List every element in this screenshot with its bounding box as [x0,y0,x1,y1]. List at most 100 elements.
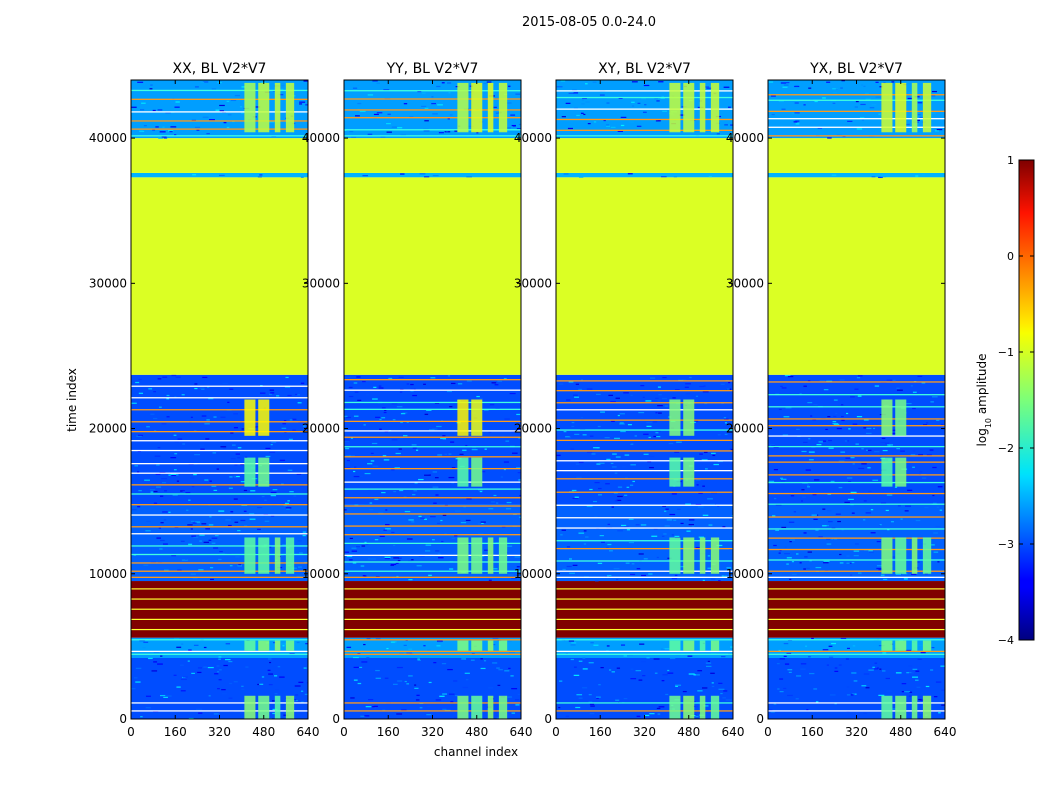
speckle [364,715,370,717]
speckle [886,494,893,496]
speckle [831,174,837,176]
speckle [134,677,138,679]
speckle [354,504,359,506]
speckle [362,175,369,177]
speckle [656,436,661,438]
speckle [457,383,463,385]
flag-line [344,135,521,137]
speckle [682,379,687,381]
speckle [240,481,245,483]
speckle [209,567,214,569]
speckle [346,459,350,462]
speckle [693,674,697,676]
speckle [696,674,700,676]
speckle [369,502,373,504]
speckle [391,469,395,471]
speckle [508,402,514,405]
speckle [200,81,205,84]
speckle [695,503,702,506]
speckle [887,444,894,446]
speckle [854,106,858,108]
speckle [852,693,856,695]
speckle [517,693,521,695]
speckle [417,659,421,661]
speckle [448,453,452,455]
speckle [657,386,661,388]
speckle [407,560,412,562]
speckle [193,474,197,476]
speckle [717,460,723,463]
speckle [426,409,432,411]
speckle [664,405,669,407]
speckle [194,126,201,128]
flag-line [131,639,308,641]
speckle [556,86,563,88]
speckle [815,566,822,569]
band [131,138,308,173]
speckle [571,642,577,644]
speckle [234,94,241,97]
speckle [194,383,198,385]
speckle [375,677,381,679]
speckle [621,524,627,527]
speckle [392,419,396,421]
rfi-block [922,537,932,574]
rfi-block [699,695,706,719]
speckle [787,669,793,671]
speckle [705,468,708,470]
speckle [583,113,586,116]
speckle [176,480,180,482]
speckle [923,424,928,426]
speckle [510,114,516,116]
speckle [436,640,443,642]
speckle [643,453,649,455]
y-axis-label: time index [65,368,79,432]
speckle [149,489,156,491]
flag-line [131,514,308,516]
speckle [778,552,781,554]
speckle [660,176,667,178]
speckle [451,467,456,469]
speckle [685,393,691,395]
speckle [780,125,783,127]
speckle [796,675,802,677]
speckle [900,518,903,520]
speckle [562,568,566,571]
speckle [664,525,670,527]
rfi-block [895,537,907,574]
speckle [384,557,390,560]
flag-line [768,425,945,427]
speckle [695,479,701,481]
speckle [674,535,680,538]
speckle [600,411,605,413]
speckle [885,677,890,680]
speckle [912,676,919,678]
speckle [503,468,506,471]
speckle [822,649,829,651]
panel-title: YX, BL V2*V7 [809,61,903,77]
speckle [424,550,431,552]
flag-line [344,534,521,536]
speckle [617,486,623,488]
speckle [628,105,632,107]
speckle [516,429,521,431]
speckle [892,708,898,710]
speckle [432,486,439,488]
speckle [911,536,915,538]
y-tick-label: 20000 [726,422,764,436]
speckle [404,510,411,513]
speckle [631,443,634,445]
speckle [255,106,261,108]
speckle [231,444,236,446]
speckle [203,541,210,543]
speckle [675,685,679,687]
speckle [287,500,290,502]
speckle [802,496,807,498]
speckle [470,659,475,661]
speckle [480,658,483,660]
rfi-block [710,82,720,133]
speckle [918,454,924,456]
speckle [565,102,571,104]
speckle [840,424,845,426]
speckle [206,419,210,421]
